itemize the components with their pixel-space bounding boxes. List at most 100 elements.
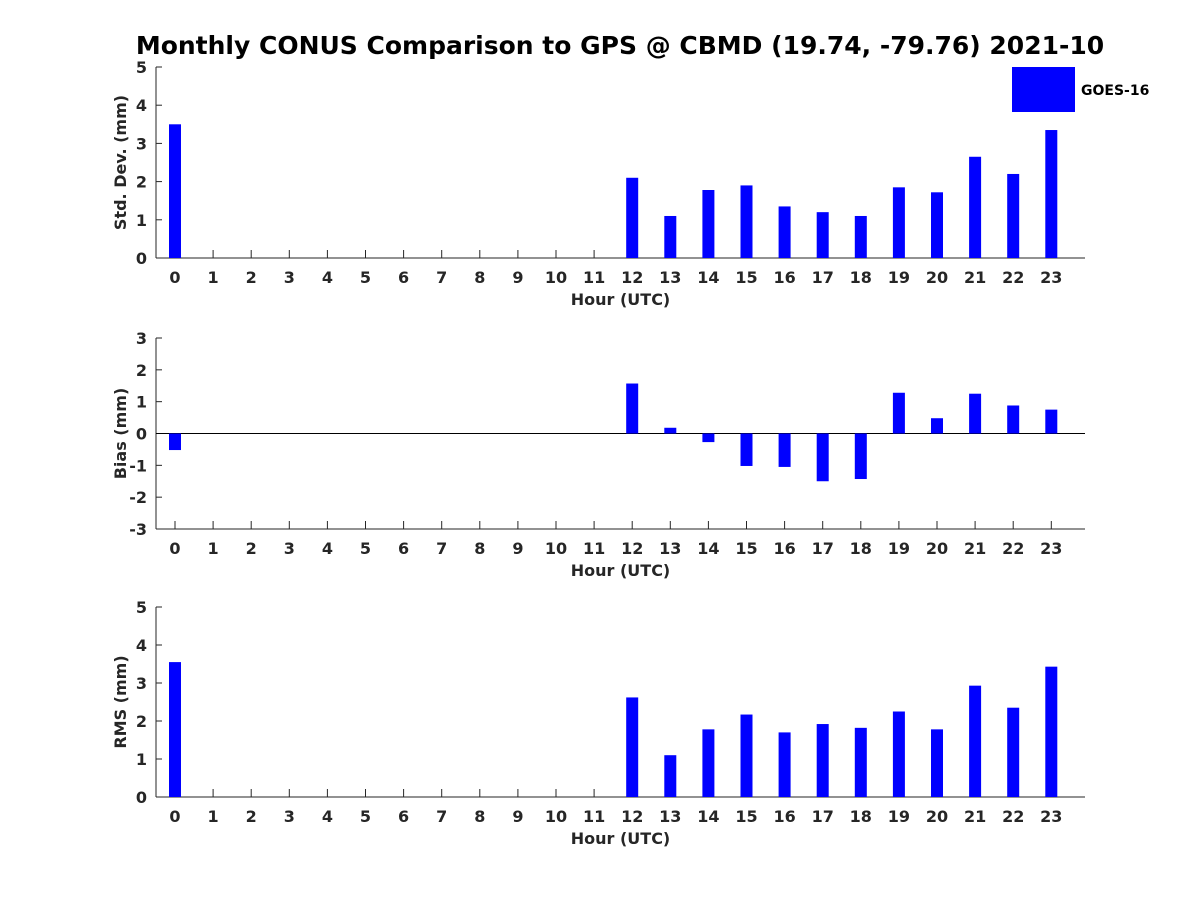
y-tick-label: 2 [136, 361, 147, 380]
x-tick-label: 22 [1002, 268, 1024, 287]
bar-hour-16 [778, 433, 791, 467]
x-tick-label: 15 [735, 807, 757, 826]
x-tick-label: 8 [474, 807, 485, 826]
bar-hour-14 [702, 729, 715, 797]
bar-hour-14 [702, 433, 715, 443]
bar-hour-0 [169, 124, 181, 258]
y-tick-label: -2 [129, 488, 147, 507]
x-tick-label: 15 [735, 268, 757, 287]
y-tick-label: 1 [136, 393, 147, 412]
x-tick-label: 2 [246, 807, 257, 826]
x-tick-label: 11 [583, 807, 605, 826]
x-tick-label: 12 [621, 539, 643, 558]
bar-hour-12 [626, 177, 639, 258]
y-tick-label: 1 [136, 211, 147, 230]
y-tick-label: 0 [136, 425, 147, 444]
x-tick-label: 0 [169, 268, 180, 287]
bar-hour-23 [1045, 130, 1058, 258]
y-tick-label: 0 [136, 788, 147, 807]
x-tick-label: 11 [583, 268, 605, 287]
chart-title: Monthly CONUS Comparison to GPS @ CBMD (… [136, 31, 1104, 60]
bar-hour-20 [931, 729, 943, 797]
x-axis-label: Hour (UTC) [571, 829, 671, 848]
x-tick-label: 5 [360, 268, 371, 287]
x-tick-label: 21 [964, 807, 986, 826]
y-axis-label: Std. Dev. (mm) [111, 95, 130, 230]
bar-hour-15 [740, 433, 753, 466]
x-tick-label: 3 [284, 539, 295, 558]
x-tick-label: 10 [545, 807, 567, 826]
y-tick-label: 3 [136, 674, 147, 693]
x-tick-label: 14 [697, 807, 719, 826]
bar-hour-16 [778, 732, 791, 797]
y-axis-label: Bias (mm) [111, 388, 130, 480]
x-tick-label: 14 [697, 268, 719, 287]
y-tick-label: 3 [136, 329, 147, 348]
x-tick-label: 0 [169, 539, 180, 558]
bar-hour-19 [892, 392, 905, 434]
x-tick-label: 8 [474, 268, 485, 287]
bar-hour-17 [816, 724, 829, 797]
bar-hour-0 [169, 433, 181, 451]
y-tick-label: 0 [136, 249, 147, 268]
x-tick-label: 5 [360, 807, 371, 826]
y-tick-label: 2 [136, 712, 147, 731]
bar-hour-13 [664, 215, 677, 258]
x-tick-label: 23 [1040, 807, 1062, 826]
bar-hour-13 [664, 755, 677, 797]
bar-hour-21 [969, 685, 982, 797]
y-tick-label: -1 [129, 456, 147, 475]
x-tick-label: 2 [246, 539, 257, 558]
bar-hour-18 [854, 433, 867, 480]
bar-hour-19 [892, 711, 905, 797]
bar-hour-12 [626, 697, 639, 797]
x-tick-label: 22 [1002, 539, 1024, 558]
legend: GOES-16 [1012, 67, 1149, 112]
x-tick-label: 6 [398, 807, 409, 826]
x-tick-label: 20 [926, 539, 948, 558]
bar-hour-12 [626, 383, 639, 434]
x-tick-label: 22 [1002, 807, 1024, 826]
x-tick-label: 11 [583, 539, 605, 558]
x-tick-label: 7 [436, 807, 447, 826]
bar-hour-17 [816, 433, 829, 482]
y-tick-label: -3 [129, 520, 147, 539]
x-tick-label: 17 [812, 539, 834, 558]
x-tick-label: 18 [850, 268, 872, 287]
x-tick-label: 4 [322, 539, 333, 558]
x-tick-label: 3 [284, 807, 295, 826]
x-tick-label: 19 [888, 268, 910, 287]
bar-hour-18 [854, 215, 867, 258]
x-tick-label: 6 [398, 268, 409, 287]
bar-hour-23 [1045, 409, 1058, 434]
x-tick-label: 10 [545, 539, 567, 558]
x-tick-label: 9 [512, 539, 523, 558]
x-tick-label: 16 [773, 539, 795, 558]
y-tick-label: 3 [136, 134, 147, 153]
x-tick-label: 9 [512, 807, 523, 826]
x-tick-label: 12 [621, 268, 643, 287]
x-tick-label: 1 [208, 268, 219, 287]
y-tick-label: 2 [136, 173, 147, 192]
x-tick-label: 19 [888, 807, 910, 826]
bar-hour-21 [969, 156, 982, 258]
bar-hour-15 [740, 185, 753, 258]
legend-swatch [1012, 67, 1075, 112]
x-tick-label: 13 [659, 807, 681, 826]
x-axis-label: Hour (UTC) [571, 561, 671, 580]
bar-hour-22 [1007, 405, 1020, 434]
bar-hour-21 [969, 393, 982, 434]
x-tick-label: 18 [850, 807, 872, 826]
x-tick-label: 6 [398, 539, 409, 558]
x-tick-label: 20 [926, 268, 948, 287]
bar-hour-18 [854, 727, 867, 797]
bar-hour-16 [778, 206, 791, 258]
x-tick-label: 17 [812, 268, 834, 287]
x-tick-label: 16 [773, 268, 795, 287]
x-tick-label: 4 [322, 268, 333, 287]
x-tick-label: 20 [926, 807, 948, 826]
bar-hour-0 [169, 662, 181, 797]
